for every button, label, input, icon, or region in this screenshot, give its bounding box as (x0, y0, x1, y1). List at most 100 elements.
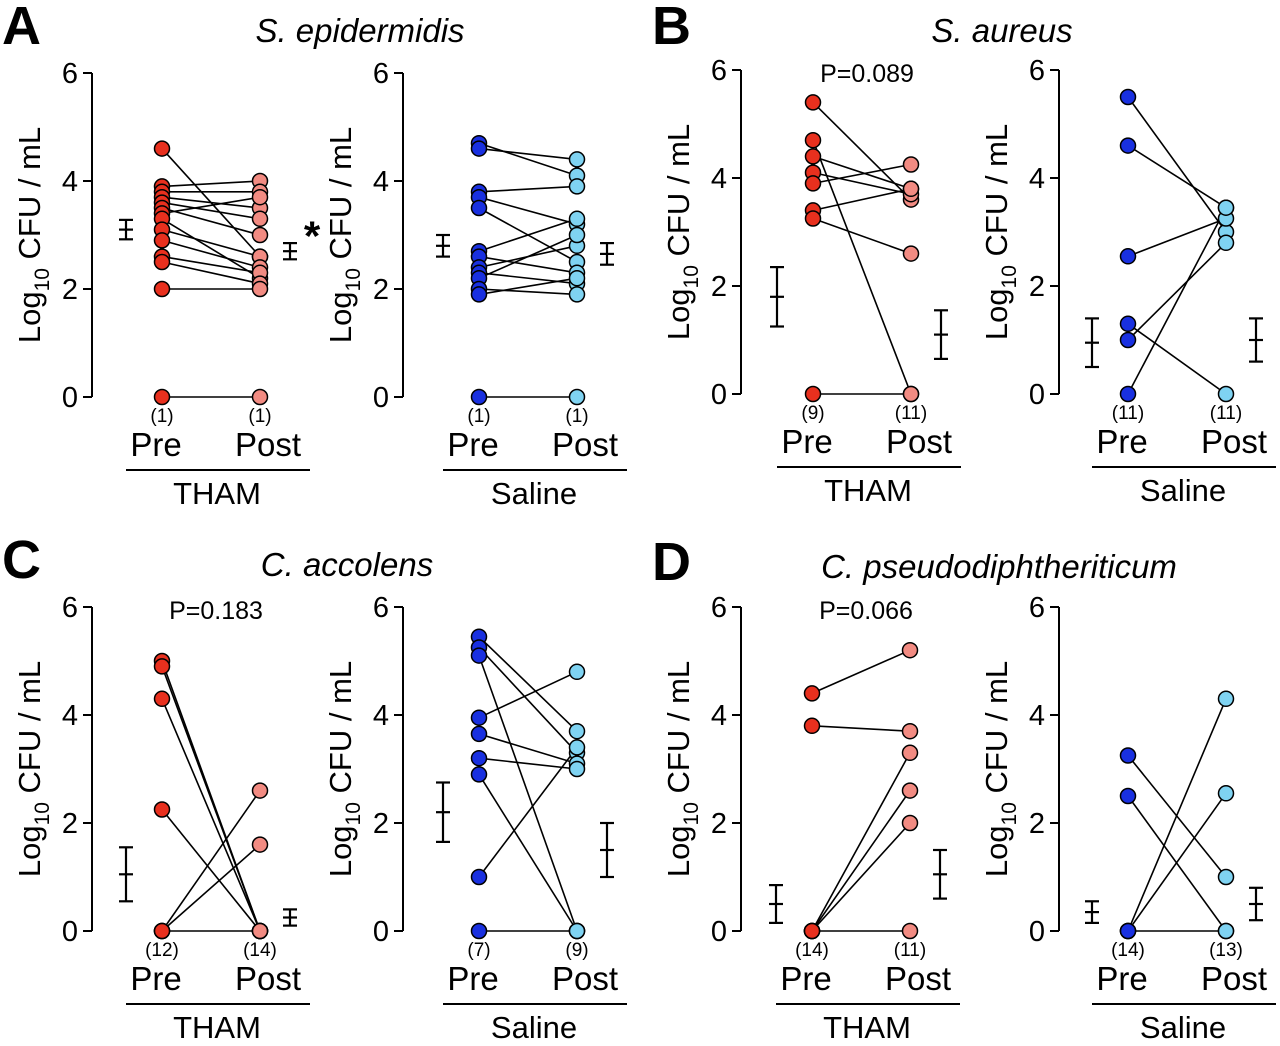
post-count-label: (11) (894, 940, 926, 961)
post-point (1217, 234, 1235, 252)
y-tick-label: 2 (62, 274, 78, 306)
pre-point (153, 658, 171, 675)
pair-line (478, 218, 578, 252)
group-label: Saline (1140, 1010, 1226, 1045)
pair-line (478, 646, 578, 754)
post-count-label: (14) (243, 940, 277, 961)
pair-line (812, 171, 912, 195)
pair-line (1127, 698, 1227, 932)
pre-point (153, 253, 171, 271)
pre-point (1119, 787, 1137, 805)
pre-count-label: (12) (145, 940, 179, 961)
pair-line (811, 725, 911, 732)
y-tick-label: 0 (711, 916, 727, 948)
pair-line (478, 671, 578, 719)
group-label: Saline (491, 1010, 577, 1045)
pair-line (161, 218, 261, 279)
x-tick-label-post: Post (1201, 960, 1267, 997)
pre-point (470, 199, 488, 217)
pair-line (812, 217, 912, 255)
pair-line (478, 272, 578, 285)
post-point (568, 226, 586, 244)
pre-point (153, 388, 171, 406)
pair-line (1127, 217, 1227, 258)
x-tick-label-pre: Pre (130, 426, 181, 463)
pair-line (1127, 144, 1227, 209)
pre-point (153, 232, 171, 249)
post-point (251, 188, 269, 206)
y-axis-label-subscript: 10 (342, 802, 365, 825)
pre-point (153, 690, 171, 708)
pre-count-label: (1) (150, 406, 173, 427)
plot-C-saline: 0 2 4 6 Log10 CFU / mL (7) (9) Pre Post Saline (323, 592, 627, 1045)
pair-line (811, 822, 911, 932)
pair-line (161, 228, 261, 258)
y-axis-label-unit: CFU / mL (979, 124, 1014, 265)
y-tick-label: 6 (62, 592, 78, 624)
post-point (902, 180, 920, 198)
post-point (901, 744, 919, 762)
pre-point (804, 175, 822, 192)
post-count-label: (9) (565, 940, 588, 961)
pair-line (478, 277, 578, 296)
post-point (901, 722, 919, 740)
y-axis-label-unit: CFU / mL (323, 127, 358, 268)
y-axis-label-log: Log (661, 288, 696, 340)
pair-line (161, 207, 261, 236)
pre-count-label: (1) (467, 406, 490, 427)
y-tick-label: 2 (711, 808, 727, 840)
post-count-label: (11) (1210, 403, 1242, 424)
pair-line (1127, 323, 1227, 395)
panel-title: C. accolens (261, 546, 433, 583)
pre-point (470, 647, 488, 664)
post-point (901, 641, 919, 659)
pre-point (470, 140, 488, 157)
post-point (568, 760, 586, 778)
y-tick-label: 0 (62, 382, 78, 414)
panel-letter: B (652, 0, 691, 56)
pair-line (478, 757, 578, 770)
pre-point (1119, 88, 1137, 106)
pair-line (811, 649, 911, 695)
group-label: THAM (824, 473, 912, 508)
y-axis-label-log: Log (323, 825, 358, 877)
post-point (568, 739, 586, 756)
post-point (1217, 385, 1235, 403)
panel-letter: C (2, 530, 41, 590)
pre-point (470, 709, 488, 726)
y-tick-label: 2 (373, 808, 389, 840)
pair-line (478, 773, 578, 932)
significance-marker: * (304, 212, 321, 259)
post-point (251, 210, 269, 228)
pair-line (1127, 207, 1227, 395)
pre-point (804, 131, 822, 149)
post-point (568, 922, 586, 940)
post-point (1217, 690, 1235, 708)
x-tick-label-pre: Pre (781, 423, 832, 460)
pre-point (804, 148, 822, 165)
pre-point (1119, 747, 1137, 764)
pre-point (804, 210, 822, 227)
pair-line (811, 752, 911, 932)
y-tick-label: 4 (1029, 163, 1045, 195)
y-axis-label-unit: CFU / mL (661, 124, 696, 265)
pre-point (804, 385, 822, 403)
y-axis-label-subscript: 10 (342, 268, 365, 291)
post-point (251, 836, 269, 853)
panel-D: D C. pseudodiphtheriticum (652, 532, 1177, 592)
pair-line (812, 155, 912, 190)
y-tick-label: 6 (711, 55, 727, 87)
panel-B: B S. aureus (652, 0, 1073, 56)
y-axis-label-log: Log (979, 288, 1014, 340)
pair-line (478, 655, 578, 932)
x-tick-label-post: Post (885, 960, 951, 997)
pair-line (812, 163, 912, 185)
y-axis-label: Log10 CFU / mL (979, 124, 1021, 340)
pair-line (478, 147, 578, 161)
pre-count-label: (14) (795, 940, 829, 961)
y-tick-label: 2 (373, 274, 389, 306)
pre-point (153, 140, 171, 157)
panel-letter: D (652, 532, 691, 592)
post-point (251, 388, 269, 406)
y-tick-label: 4 (1029, 700, 1045, 732)
